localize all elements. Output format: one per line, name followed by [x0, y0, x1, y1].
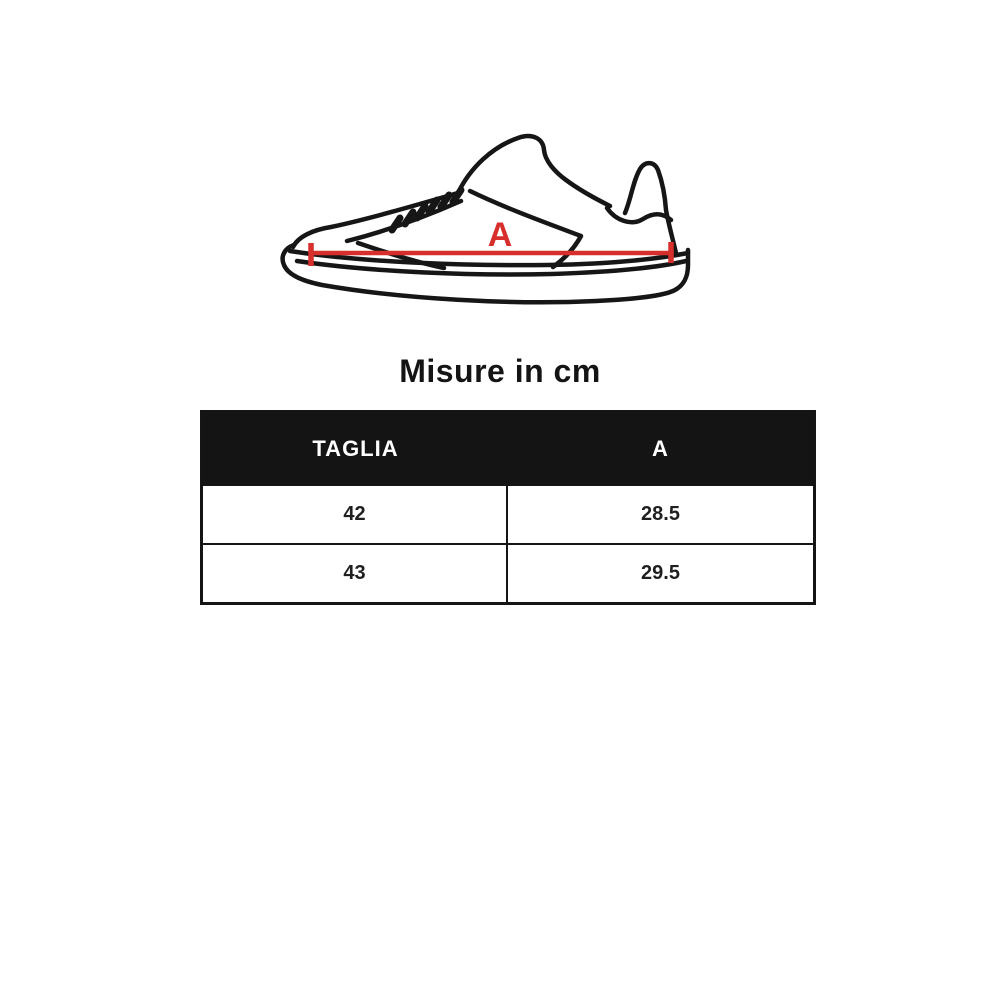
size-cell-a: 28.5	[641, 503, 680, 525]
size-table-header-taglia: TAGLIA	[312, 435, 399, 461]
sole-top-seam	[287, 248, 691, 268]
size-cell-taglia: 42	[203, 486, 508, 543]
size-table: TAGLIA A 42 28.5 43 29.5	[200, 410, 816, 605]
measurement-line	[308, 242, 674, 266]
quarter-seam	[467, 188, 584, 270]
sole-outline	[280, 242, 691, 305]
table-row: 43 29.5	[203, 543, 813, 602]
measurement-label: A	[488, 216, 513, 254]
heel-collar-seam	[604, 205, 674, 225]
lace-dash	[388, 214, 404, 234]
lace-dash	[437, 191, 453, 211]
heel-tab-outline	[622, 160, 679, 256]
lace-dash	[425, 196, 441, 216]
size-table-header-a: A	[652, 435, 669, 461]
lace-dash	[413, 202, 429, 222]
vamp-seam	[355, 240, 447, 271]
size-cell-taglia: 43	[203, 545, 508, 602]
lace-dash	[449, 186, 465, 206]
sole-mid-seam	[294, 258, 689, 277]
size-cell-a: 29.5	[641, 562, 680, 584]
sneaker-diagram: A	[280, 133, 691, 305]
measurements-heading: Misure in cm	[399, 353, 601, 389]
upper-outline	[290, 133, 613, 250]
size-table-header-row: TAGLIA A	[203, 413, 813, 484]
lace-dash	[401, 208, 417, 228]
laces	[388, 186, 465, 234]
table-row: 42 28.5	[203, 484, 813, 543]
